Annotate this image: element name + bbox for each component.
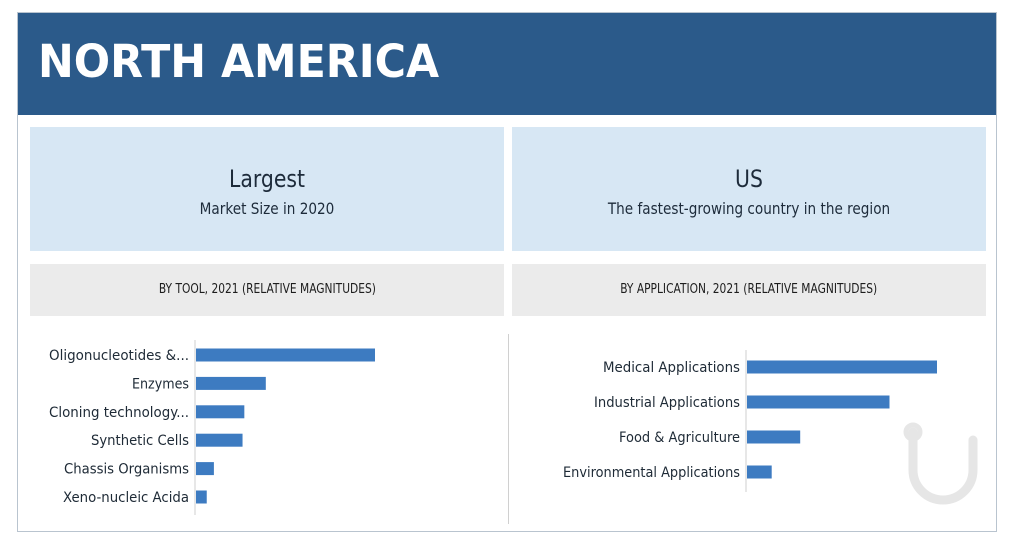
- application-bar: [747, 430, 801, 444]
- application-chart-title: BY APPLICATION, 2021 (RELATIVE MAGNITUDE…: [512, 264, 986, 316]
- brand-logo-icon: [885, 412, 985, 517]
- application-chart-svg: Medical Applications Industrial Applicati…: [563, 350, 937, 492]
- tool-bar: [196, 405, 245, 419]
- tool-bar: [196, 490, 207, 504]
- application-category-label: Environmental Applications: [563, 465, 740, 481]
- application-category-label: Industrial Applications: [594, 395, 740, 411]
- tool-bar: [196, 376, 266, 390]
- chart-divider: [508, 334, 509, 524]
- tool-category-label: Cloning technology...: [49, 405, 189, 421]
- tool-category-label: Synthetic Cells: [91, 433, 189, 449]
- application-chart: Medical Applications Industrial Applicati…: [512, 330, 986, 525]
- application-chart-title-text: BY APPLICATION, 2021 (RELATIVE MAGNITUDE…: [620, 282, 878, 297]
- application-bar: [747, 360, 937, 374]
- tool-bar: [196, 433, 243, 447]
- tool-chart-svg: Oligonucleotides &... Enzymes Cloning tech…: [49, 340, 375, 515]
- tool-chart-title-text: BY TOOL, 2021 (RELATIVE MAGNITUDES): [158, 282, 376, 297]
- tool-category-label: Oligonucleotides &...: [49, 348, 189, 364]
- stat-card-fastest: US The fastest-growing country in the re…: [512, 127, 986, 251]
- region-banner: NORTH AMERICA: [18, 13, 996, 115]
- stat-card-largest: Largest Market Size in 2020: [30, 127, 504, 251]
- application-bar: [747, 395, 890, 409]
- tool-category-label: Chassis Organisms: [64, 462, 189, 478]
- stat-largest-caption: Market Size in 2020: [199, 199, 335, 218]
- tool-category-label: Enzymes: [132, 376, 189, 392]
- application-category-label: Medical Applications: [603, 360, 740, 376]
- tool-bar: [196, 348, 375, 362]
- application-bar: [747, 465, 772, 479]
- tool-category-label: Xeno-nucleic Acida: [63, 490, 189, 506]
- stat-fastest-caption: The fastest-growing country in the regio…: [607, 199, 891, 218]
- stat-fastest-value: US: [735, 165, 763, 193]
- stat-largest-value: Largest: [228, 165, 306, 193]
- tool-bar: [196, 462, 214, 476]
- application-category-label: Food & Agriculture: [619, 430, 740, 446]
- region-title: NORTH AMERICA: [38, 35, 440, 88]
- tool-chart-title: BY TOOL, 2021 (RELATIVE MAGNITUDES): [30, 264, 504, 316]
- tool-chart: Oligonucleotides &... Enzymes Cloning tech…: [30, 330, 504, 525]
